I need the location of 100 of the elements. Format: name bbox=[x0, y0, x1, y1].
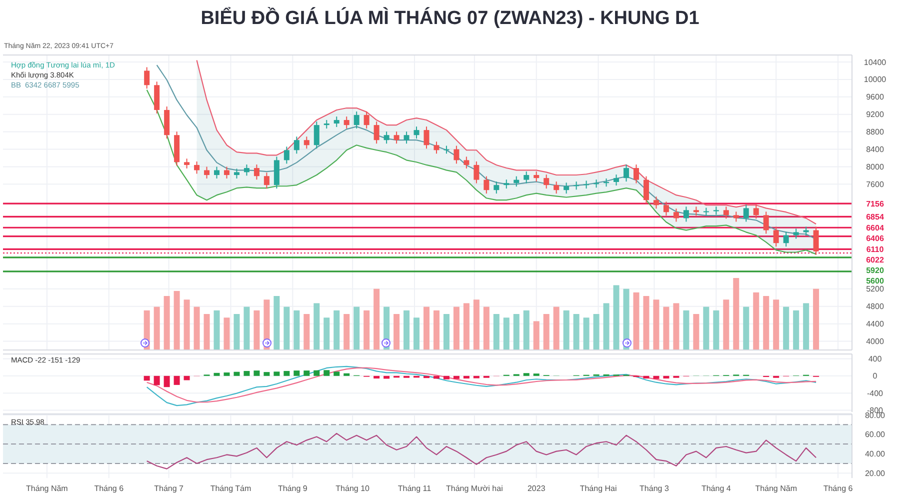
candlestick bbox=[264, 172, 270, 190]
candlestick bbox=[464, 156, 470, 169]
ref-line-label: 5920 bbox=[866, 266, 884, 275]
bar bbox=[364, 310, 370, 350]
candlestick bbox=[184, 158, 190, 169]
candlestick bbox=[194, 160, 200, 174]
candlestick bbox=[783, 231, 789, 248]
candlestick bbox=[494, 181, 500, 194]
bar bbox=[793, 310, 800, 350]
y-tick-label: 7600 bbox=[866, 180, 884, 189]
candlestick bbox=[354, 111, 360, 130]
candlestick bbox=[204, 166, 210, 179]
candlestick bbox=[484, 176, 490, 194]
y-tick-label: 10000 bbox=[864, 75, 887, 84]
bar bbox=[274, 296, 280, 350]
x-tick-label: Tháng 10 bbox=[336, 484, 370, 493]
bar bbox=[284, 306, 290, 350]
x-tick-label: Tháng Tám bbox=[210, 484, 252, 493]
y-tick-label: 8000 bbox=[866, 162, 884, 172]
bar bbox=[493, 314, 500, 350]
ref-line-label: 6406 bbox=[866, 234, 884, 243]
bar bbox=[414, 318, 420, 350]
candlestick bbox=[564, 182, 570, 194]
x-tick-label: Tháng 9 bbox=[278, 484, 308, 493]
candlestick bbox=[344, 116, 350, 130]
x-tick-label: Tháng 7 bbox=[154, 484, 184, 493]
candlestick bbox=[763, 211, 769, 234]
bar bbox=[513, 314, 520, 350]
y-tick-label: 80.00 bbox=[864, 410, 886, 420]
ref-line-label: 5600 bbox=[866, 276, 884, 286]
chart-title: BIỂU ĐỒ GIÁ LÚA MÌ THÁNG 07 (ZWAN23) - KHUNG D1 bbox=[200, 6, 700, 29]
bar bbox=[304, 314, 310, 350]
candlestick bbox=[404, 131, 410, 144]
candlestick bbox=[663, 201, 669, 216]
bar bbox=[453, 306, 460, 350]
candlestick bbox=[584, 180, 590, 190]
x-tick-label: Tháng Hai bbox=[580, 484, 617, 493]
candlestick bbox=[314, 121, 320, 150]
candlestick bbox=[364, 111, 370, 130]
candlestick bbox=[304, 136, 310, 150]
bar bbox=[234, 314, 240, 350]
candlestick bbox=[234, 168, 240, 179]
candlestick bbox=[653, 196, 659, 210]
bar bbox=[763, 296, 770, 350]
bar bbox=[424, 306, 430, 350]
candlestick bbox=[384, 131, 390, 144]
bar bbox=[204, 314, 210, 350]
x-tick-label: Tháng Năm bbox=[755, 484, 798, 493]
bar bbox=[314, 303, 320, 350]
bar bbox=[354, 306, 360, 350]
y-tick-label: 10400 bbox=[864, 58, 887, 67]
y-tick-label: 8400 bbox=[866, 145, 884, 154]
line-series bbox=[196, 60, 817, 225]
candlestick bbox=[554, 181, 560, 194]
bar bbox=[463, 303, 470, 350]
ref-line-label: 6854 bbox=[866, 212, 884, 222]
bar bbox=[773, 300, 780, 350]
x-tick-label: Tháng 6 bbox=[94, 484, 124, 493]
bar bbox=[254, 310, 260, 350]
bar bbox=[633, 292, 640, 350]
ref-line-label: 7156 bbox=[866, 199, 884, 208]
y-tick-label: 20.00 bbox=[864, 468, 886, 478]
bar bbox=[553, 306, 560, 350]
y-tick-label: 4000 bbox=[866, 337, 884, 346]
ref-line-label: 6604 bbox=[866, 223, 884, 232]
bar bbox=[673, 303, 680, 350]
x-tick-label: 2023 bbox=[527, 484, 546, 493]
bar bbox=[224, 318, 230, 350]
candlestick bbox=[723, 206, 729, 220]
x-tick-label: Tháng Mười hai bbox=[446, 484, 504, 493]
bar bbox=[334, 310, 340, 350]
y-tick-label: 5200 bbox=[866, 284, 884, 294]
bar bbox=[733, 278, 740, 350]
bar bbox=[693, 314, 700, 350]
candlestick bbox=[254, 164, 260, 180]
bar bbox=[683, 310, 690, 350]
y-tick-label: 9600 bbox=[866, 92, 884, 102]
candlestick bbox=[534, 171, 540, 182]
bar bbox=[753, 292, 760, 350]
bar bbox=[723, 300, 730, 350]
candlestick bbox=[214, 166, 220, 179]
candlestick bbox=[773, 226, 779, 248]
candlestick bbox=[743, 204, 749, 222]
candlestick bbox=[813, 226, 819, 256]
candlestick bbox=[514, 176, 520, 188]
bar bbox=[603, 303, 610, 350]
bar bbox=[294, 310, 300, 350]
candlestick bbox=[624, 164, 630, 182]
candlestick bbox=[434, 141, 440, 154]
y-tick-label: 9200 bbox=[866, 110, 884, 120]
y-tick-label: 4400 bbox=[866, 320, 884, 329]
candlestick bbox=[614, 174, 620, 186]
y-tick-label: 0 bbox=[872, 372, 878, 381]
bar bbox=[523, 310, 530, 350]
candlestick bbox=[294, 136, 300, 154]
bar bbox=[593, 314, 600, 350]
candlestick bbox=[643, 176, 649, 204]
candlestick bbox=[284, 146, 290, 164]
candlestick bbox=[683, 206, 689, 222]
candlestick bbox=[703, 207, 709, 216]
